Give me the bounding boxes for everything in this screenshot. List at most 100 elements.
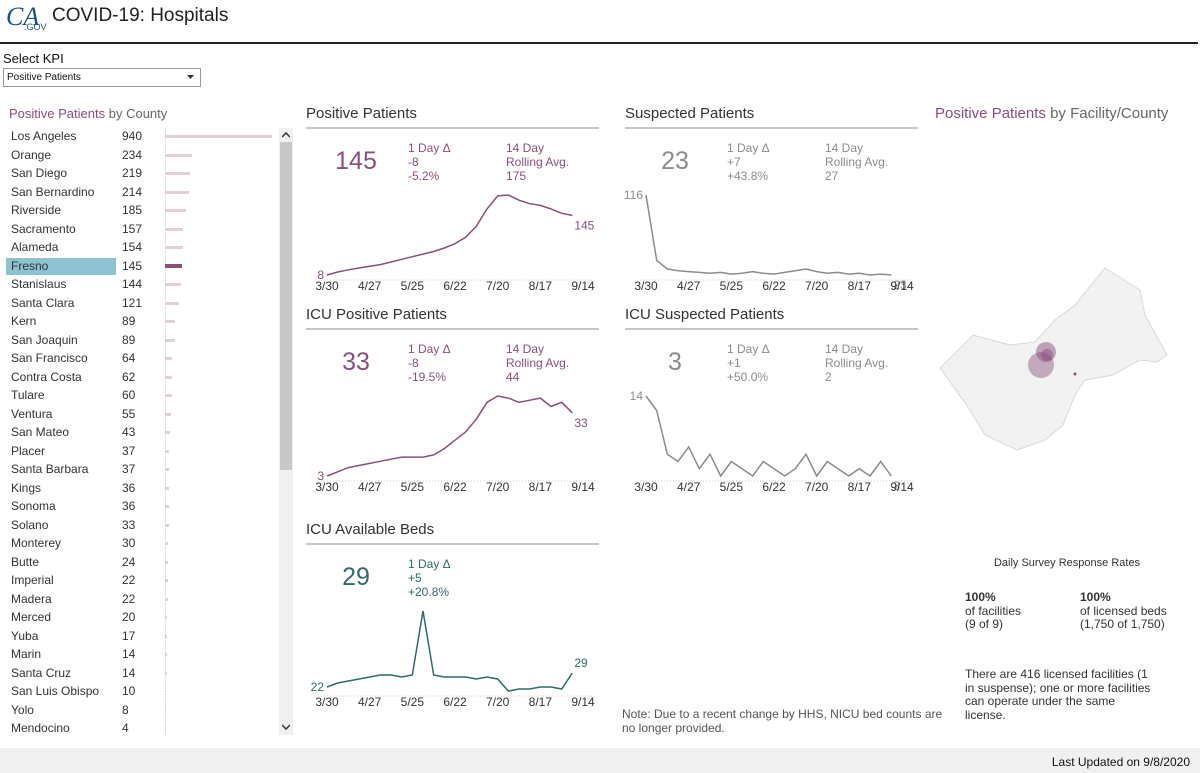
county-row[interactable]: San Mateo 43 [6,424,276,441]
scroll-up[interactable] [282,132,290,138]
county-row[interactable]: Monterey 30 [6,535,276,552]
end-label: 145 [574,218,594,232]
county-row[interactable]: San Diego 219 [6,165,276,182]
county-row[interactable]: San Joaquin 89 [6,332,276,349]
county-row[interactable]: Mendocino 4 [6,720,276,735]
delta-pct: -5.2% [408,169,440,183]
kpi-label: Select KPI [3,51,64,66]
card-title: ICU Suspected Patients [625,306,785,323]
sparkline: 22 29 3/30 4/27 5/25 6/22 7/20 8/17 9/14 [311,610,595,709]
county-bar [165,263,182,268]
x-tick-label: 6/22 [443,279,467,293]
county-bar [165,172,190,175]
county-row[interactable]: Placer 37 [6,443,276,460]
end-label: 29 [574,656,588,670]
x-tick-label: 3/30 [315,279,339,293]
card-value: 33 [342,348,370,376]
county-name: Marin [11,647,42,661]
facility-bubble [1073,372,1077,376]
county-row[interactable]: San Bernardino 214 [6,184,276,201]
card-rule [625,127,918,129]
county-row[interactable]: Santa Clara 121 [6,295,276,312]
county-bar [165,560,168,564]
sparkline-path [645,194,892,276]
county-row[interactable]: Santa Barbara 37 [6,461,276,478]
scroll-thumb[interactable] [280,142,292,470]
x-tick-label: 6/22 [443,695,467,709]
county-row[interactable]: Madera 22 [6,591,276,608]
x-tick-label: 9/14 [571,695,595,709]
county-row[interactable]: Marin 14 [6,646,276,663]
county-value: 144 [122,277,143,291]
county-row[interactable]: Riverside 185 [6,202,276,219]
delta-pct: +43.8% [727,169,769,183]
county-row[interactable]: Solano 33 [6,517,276,534]
county-value: 154 [122,240,143,254]
kpi-selected: Positive Patients [7,72,81,83]
county-bar [165,690,167,693]
county-row[interactable]: Sonoma 36 [6,498,276,515]
selected-highlight [6,257,116,275]
county-value: 145 [122,258,143,273]
delta: +1 [727,356,741,370]
facility-bubble [1041,349,1053,361]
county-row[interactable]: San Luis Obispo 10 [6,683,276,700]
x-tick-label: 4/27 [677,279,701,293]
county-row[interactable]: Sacramento 157 [6,221,276,238]
header-rule [0,42,1198,44]
footer: Last Updated on 9/8/2020 [0,748,1200,773]
county-row[interactable]: Stanislaus 144 [6,276,276,293]
county-row[interactable]: San Francisco 64 [6,350,276,367]
survey-count: (1,750 of 1,750) [1080,617,1165,631]
x-tick-label: 5/25 [720,480,744,494]
avg-label: 14 Day [825,141,864,155]
card-value: 145 [335,147,377,175]
x-tick-label: 9/14 [890,480,914,494]
x-tick-label: 9/14 [571,279,595,293]
county-row[interactable]: Los Angeles 940 [6,128,276,145]
scroll-down[interactable] [282,724,290,730]
county-row[interactable]: Kern 89 [6,313,276,330]
county-row[interactable]: Ventura 55 [6,406,276,423]
county-name: San Diego [11,166,68,180]
x-tick-label: 8/17 [529,279,553,293]
county-name: Mendocino [11,721,70,735]
county-name: Imperial [11,573,54,587]
county-row[interactable]: Imperial 22 [6,572,276,589]
county-value: 157 [122,221,143,236]
avg-value: 44 [506,370,520,384]
county-value: 55 [122,406,136,421]
county-value: 940 [122,129,143,143]
county-row[interactable]: Contra Costa 62 [6,369,276,386]
county-row[interactable]: Merced 20 [6,609,276,626]
x-tick-label: 6/22 [762,480,786,494]
delta: +7 [727,155,741,169]
county-row[interactable]: Kings 36 [6,480,276,497]
county-bar [165,523,169,527]
county-name: Riverside [11,203,62,217]
county-bar [165,246,183,249]
kpi-dropdown[interactable]: Positive Patients [3,68,201,87]
county-row[interactable]: Orange 234 [6,147,276,164]
card-title: ICU Available Beds [306,521,435,538]
delta: -8 [408,356,419,370]
x-tick-label: 8/17 [529,480,553,494]
x-tick-label: 7/20 [486,695,510,709]
survey-footnote: There are 416 licensed facilities (1 in … [965,667,1151,722]
county-row[interactable]: Fresno 145 [6,257,276,275]
county-row[interactable]: Tulare 60 [6,387,276,404]
county-row[interactable]: Santa Cruz 14 [6,665,276,682]
x-tick-label: 5/25 [401,279,425,293]
county-row[interactable]: Butte 24 [6,554,276,571]
county-value: 89 [122,332,136,347]
county-name: San Francisco [11,351,88,365]
county-row[interactable]: Alameda 154 [6,239,276,256]
county-value: 37 [122,462,136,476]
county-value: 4 [122,721,129,735]
scrollbar[interactable] [279,128,293,735]
county-row[interactable]: Yolo 8 [6,702,276,719]
county-row[interactable]: Yuba 17 [6,628,276,645]
delta-pct: +20.8% [408,585,450,599]
card-title: Positive Patients [306,105,417,122]
